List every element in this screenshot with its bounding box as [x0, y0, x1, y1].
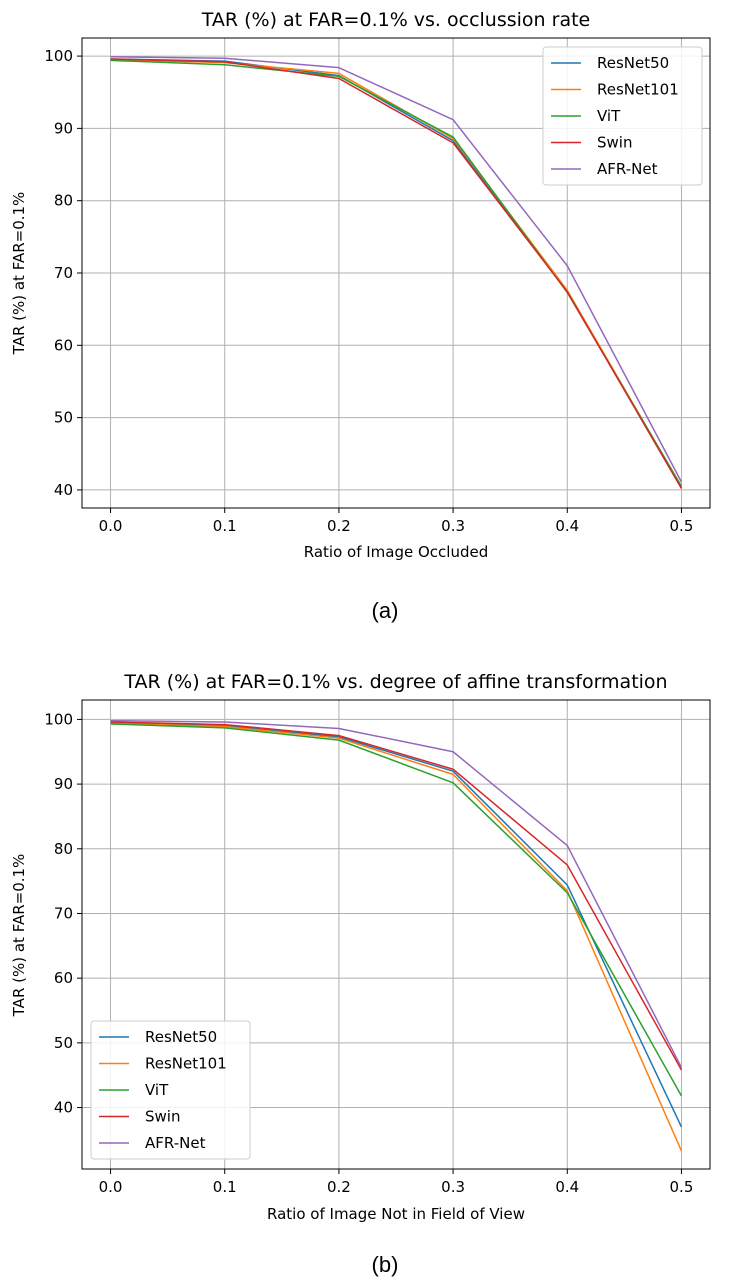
x-tick-label: 0.4: [555, 1178, 579, 1196]
y-tick-label: 40: [54, 481, 73, 499]
series-line-afr-net: [110, 719, 683, 1068]
y-tick-label: 100: [44, 710, 73, 728]
legend-label: ViT: [597, 107, 621, 125]
y-tick-label: 60: [54, 969, 73, 987]
legend-label: ResNet50: [597, 54, 669, 72]
legend-label: Swin: [145, 1108, 180, 1126]
y-axis-label: TAR (%) at FAR=0.1%: [10, 192, 28, 356]
x-tick-label: 0.0: [99, 1178, 123, 1196]
chart-title: TAR (%) at FAR=0.1% vs. occlussion rate: [201, 9, 590, 31]
x-tick-label: 0.4: [555, 517, 579, 535]
y-tick-label: 50: [54, 409, 73, 427]
y-tick-label: 80: [54, 840, 73, 858]
legend-label: ResNet50: [145, 1028, 217, 1046]
y-tick-label: 40: [54, 1099, 73, 1117]
y-tick-label: 100: [44, 47, 73, 65]
x-tick-label: 0.1: [213, 517, 237, 535]
legend-label: Swin: [597, 134, 632, 152]
x-tick-label: 0.2: [327, 1178, 351, 1196]
panel-caption: (b): [372, 1252, 399, 1277]
y-tick-label: 70: [54, 264, 73, 282]
x-tick-label: 0.1: [213, 1178, 237, 1196]
legend: ResNet50 ResNet101 ViT Swin AFR-Net: [90, 1020, 251, 1160]
series-line-resnet101: [110, 722, 683, 1152]
x-tick-label: 0.5: [670, 517, 694, 535]
chart-title: TAR (%) at FAR=0.1% vs. degree of affine…: [123, 671, 667, 693]
y-tick-label: 90: [54, 775, 73, 793]
plot-area-frame: [81, 699, 711, 1170]
y-tick-label: 80: [54, 192, 73, 210]
x-tick-label: 0.3: [441, 1178, 465, 1196]
legend-box: [542, 46, 703, 186]
plot-area-frame: [81, 37, 711, 509]
x-tick-label: 0.5: [670, 1178, 694, 1196]
chart-panel-a: TAR (%) at FAR=0.1% vs. occlussion rate …: [10, 9, 711, 623]
legend-label: AFR-Net: [597, 160, 658, 178]
legend-box: [90, 1020, 251, 1160]
legend-label: ResNet101: [597, 81, 679, 99]
y-tick-label: 70: [54, 904, 73, 922]
series-line-vit: [110, 723, 683, 1097]
chart-panel-b: TAR (%) at FAR=0.1% vs. degree of affine…: [10, 671, 711, 1277]
legend-label: AFR-Net: [145, 1134, 206, 1152]
y-tick-label: 60: [54, 336, 73, 354]
legend-label: ViT: [145, 1081, 169, 1099]
y-axis-label: TAR (%) at FAR=0.1%: [10, 854, 28, 1018]
y-tick-label: 50: [54, 1034, 73, 1052]
x-tick-label: 0.3: [441, 517, 465, 535]
x-axis-label: Ratio of Image Occluded: [304, 543, 489, 561]
x-tick-label: 0.0: [99, 517, 123, 535]
legend-label: ResNet101: [145, 1055, 227, 1073]
series-line-swin: [110, 721, 683, 1071]
legend: ResNet50 ResNet101 ViT Swin AFR-Net: [542, 46, 703, 186]
series-line-swin: [110, 58, 683, 489]
series-line-afr-net: [110, 56, 683, 483]
x-tick-label: 0.2: [327, 517, 351, 535]
panel-caption: (a): [372, 598, 399, 623]
x-axis-label: Ratio of Image Not in Field of View: [267, 1205, 525, 1223]
y-tick-label: 90: [54, 119, 73, 137]
